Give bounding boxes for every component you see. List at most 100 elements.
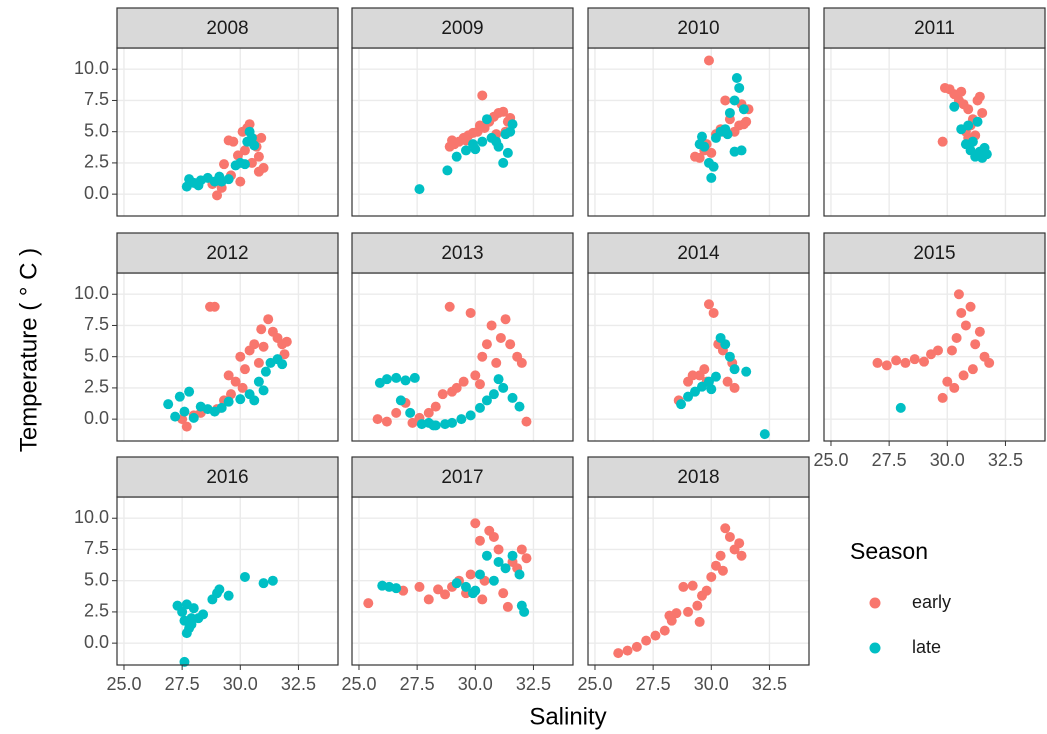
point [710, 560, 721, 571]
point [181, 421, 192, 432]
point [465, 410, 476, 421]
strip [823, 232, 1046, 274]
point [734, 82, 745, 93]
y-tick-label: 5.0 [84, 120, 109, 140]
point [174, 391, 185, 402]
point [372, 414, 383, 425]
strip-label: 2018 [677, 467, 719, 488]
point [491, 136, 502, 147]
point [738, 104, 749, 115]
point [470, 370, 481, 381]
point [701, 585, 712, 596]
point [977, 107, 988, 118]
legend-label: early [912, 592, 951, 612]
point [239, 159, 250, 170]
x-tick-label: 32.5 [988, 450, 1023, 470]
point [181, 628, 192, 639]
point [223, 174, 234, 185]
x-tick-label: 25.0 [813, 450, 848, 470]
point [974, 326, 985, 337]
point [467, 139, 478, 150]
point [521, 553, 532, 564]
point [678, 581, 689, 592]
point [949, 101, 960, 112]
point [477, 90, 488, 101]
point [706, 147, 717, 158]
point [253, 376, 264, 387]
point [500, 314, 511, 325]
point [687, 580, 698, 591]
point [260, 366, 271, 377]
point [193, 180, 204, 191]
x-tick-label: 27.5 [636, 674, 671, 694]
point [967, 364, 978, 375]
point [186, 619, 197, 630]
point [253, 357, 264, 368]
point [237, 382, 248, 393]
point [430, 401, 441, 412]
x-tick-label: 30.0 [223, 674, 258, 694]
y-tick-label: 7.5 [84, 314, 109, 334]
strip [587, 7, 810, 49]
point [963, 104, 974, 115]
point [708, 307, 719, 318]
point [900, 357, 911, 368]
point [720, 523, 731, 534]
point [460, 145, 471, 156]
point [516, 544, 527, 555]
x-tick-label: 25.0 [577, 674, 612, 694]
point [456, 414, 467, 425]
point [703, 299, 714, 310]
point [493, 374, 504, 385]
point [488, 389, 499, 400]
point [729, 382, 740, 393]
legend-label: late [912, 637, 941, 657]
point [249, 140, 260, 151]
point [514, 569, 525, 580]
x-tick-label: 27.5 [400, 674, 435, 694]
x-tick-label: 30.0 [930, 450, 965, 470]
point [963, 120, 974, 131]
point [498, 106, 509, 117]
point [470, 518, 481, 529]
y-tick-label: 2.5 [84, 377, 109, 397]
point [363, 598, 374, 609]
point [481, 550, 492, 561]
point [444, 301, 455, 312]
point [500, 563, 511, 574]
point [230, 376, 241, 387]
point [465, 307, 476, 318]
point [407, 417, 418, 428]
y-axis-title: Temperature ( ° C ) [15, 248, 42, 452]
point [724, 531, 735, 542]
x-tick-label: 25.0 [341, 674, 376, 694]
point [277, 359, 288, 370]
point [477, 136, 488, 147]
point [692, 600, 703, 611]
point [235, 351, 246, 362]
point [710, 371, 721, 382]
point [381, 374, 392, 385]
point [447, 135, 458, 146]
point [703, 55, 714, 66]
point [967, 136, 978, 147]
point [256, 324, 267, 335]
point [460, 581, 471, 592]
y-tick-label: 2.5 [84, 152, 109, 172]
point [209, 301, 220, 312]
point [734, 538, 745, 549]
point [267, 575, 278, 586]
point [958, 370, 969, 381]
point [981, 149, 992, 160]
point [951, 332, 962, 343]
point [956, 307, 967, 318]
point [184, 386, 195, 397]
point [258, 578, 269, 589]
strip [587, 456, 810, 498]
point [179, 656, 190, 667]
point [498, 588, 509, 599]
point [249, 339, 260, 350]
point [741, 116, 752, 127]
point [696, 131, 707, 142]
strip-label: 2012 [206, 243, 248, 264]
